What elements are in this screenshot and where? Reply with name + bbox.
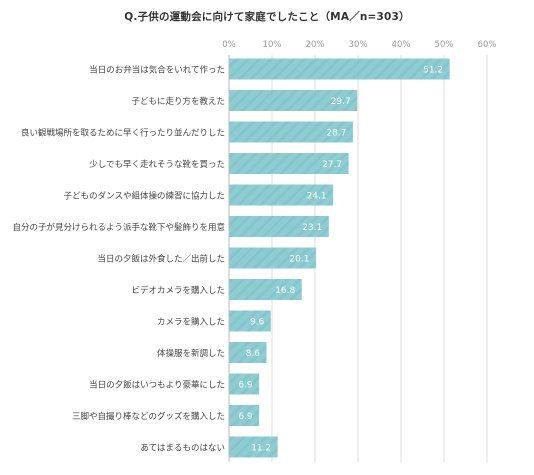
value-label: 28.7 <box>326 129 346 139</box>
bar <box>229 373 260 395</box>
bar <box>229 436 278 458</box>
category-label: 自分の子が見分けられるよう派手な靴下や髪飾りを用意 <box>12 222 225 233</box>
value-label: 51.2 <box>423 66 443 76</box>
bar <box>229 153 349 174</box>
category-label: 体操服を新調した <box>157 348 225 359</box>
category-label: 少しでも早く走れそうな靴を買った <box>89 159 225 170</box>
category-label: カメラを購入した <box>157 317 225 328</box>
category-label: 良い観戦場所を取るために早く行ったり並んだりした <box>21 128 225 139</box>
value-label: 27.7 <box>322 160 342 170</box>
x-tick-label: 10% <box>263 40 282 50</box>
category-label: 三脚や自撮り棒などのグッズを購入した <box>72 411 225 422</box>
category-label: 当日のお弁当は気合をいれて作った <box>89 65 225 76</box>
value-label: 20.1 <box>289 255 309 265</box>
category-label: あてはまるものはない <box>140 444 225 454</box>
bar <box>229 310 271 332</box>
value-label: 9.6 <box>250 318 265 328</box>
value-labels: 51.2 29.7 28.7 27.7 24.1 23.1 20.1 16.8 9.6 8.6 6.… <box>238 66 443 454</box>
value-label: 29.7 <box>331 97 351 107</box>
bar <box>229 58 450 80</box>
bar <box>229 90 358 111</box>
x-tick-label: 30% <box>349 40 368 50</box>
value-label: 6.9 <box>238 381 253 391</box>
category-label: ビデオカメラを購入した <box>131 285 225 296</box>
x-tick-label: 20% <box>306 40 325 50</box>
bar <box>229 405 260 426</box>
category-label: 子どものダンスや組体操の練習に協力した <box>64 191 225 202</box>
category-label: 当日の夕飯は外食した／出前した <box>97 254 225 265</box>
value-label: 6.9 <box>238 412 253 422</box>
chart-title: Q.子供の運動会に向けて家庭でしたこと（MA／n=303） <box>124 11 410 23</box>
bar <box>229 184 334 206</box>
x-axis-tick-labels: 0% 10% 20% 30% 40% 50% 60% <box>222 40 496 50</box>
x-tick-label: 0% <box>222 40 236 50</box>
category-label: 当日の夕飯はいつもより豪華にした <box>89 380 225 391</box>
value-label: 23.1 <box>302 223 322 233</box>
category-labels: 当日のお弁当は気合をいれて作った子どもに走り方を教えた良い観戦場所を取るために早… <box>12 65 225 454</box>
bar <box>229 247 316 269</box>
x-tick-label: 60% <box>478 40 497 50</box>
x-tick-label: 50% <box>435 40 454 50</box>
value-label: 16.8 <box>275 286 295 296</box>
bar <box>229 216 329 237</box>
bars <box>229 58 450 458</box>
value-label: 24.1 <box>307 192 327 202</box>
category-label: 子どもに走り方を教えた <box>131 96 225 107</box>
value-label: 11.2 <box>251 444 271 454</box>
x-tick-label: 40% <box>392 40 411 50</box>
bar <box>229 342 267 363</box>
bar <box>229 279 302 300</box>
value-label: 8.6 <box>246 349 261 359</box>
bar <box>229 121 353 143</box>
